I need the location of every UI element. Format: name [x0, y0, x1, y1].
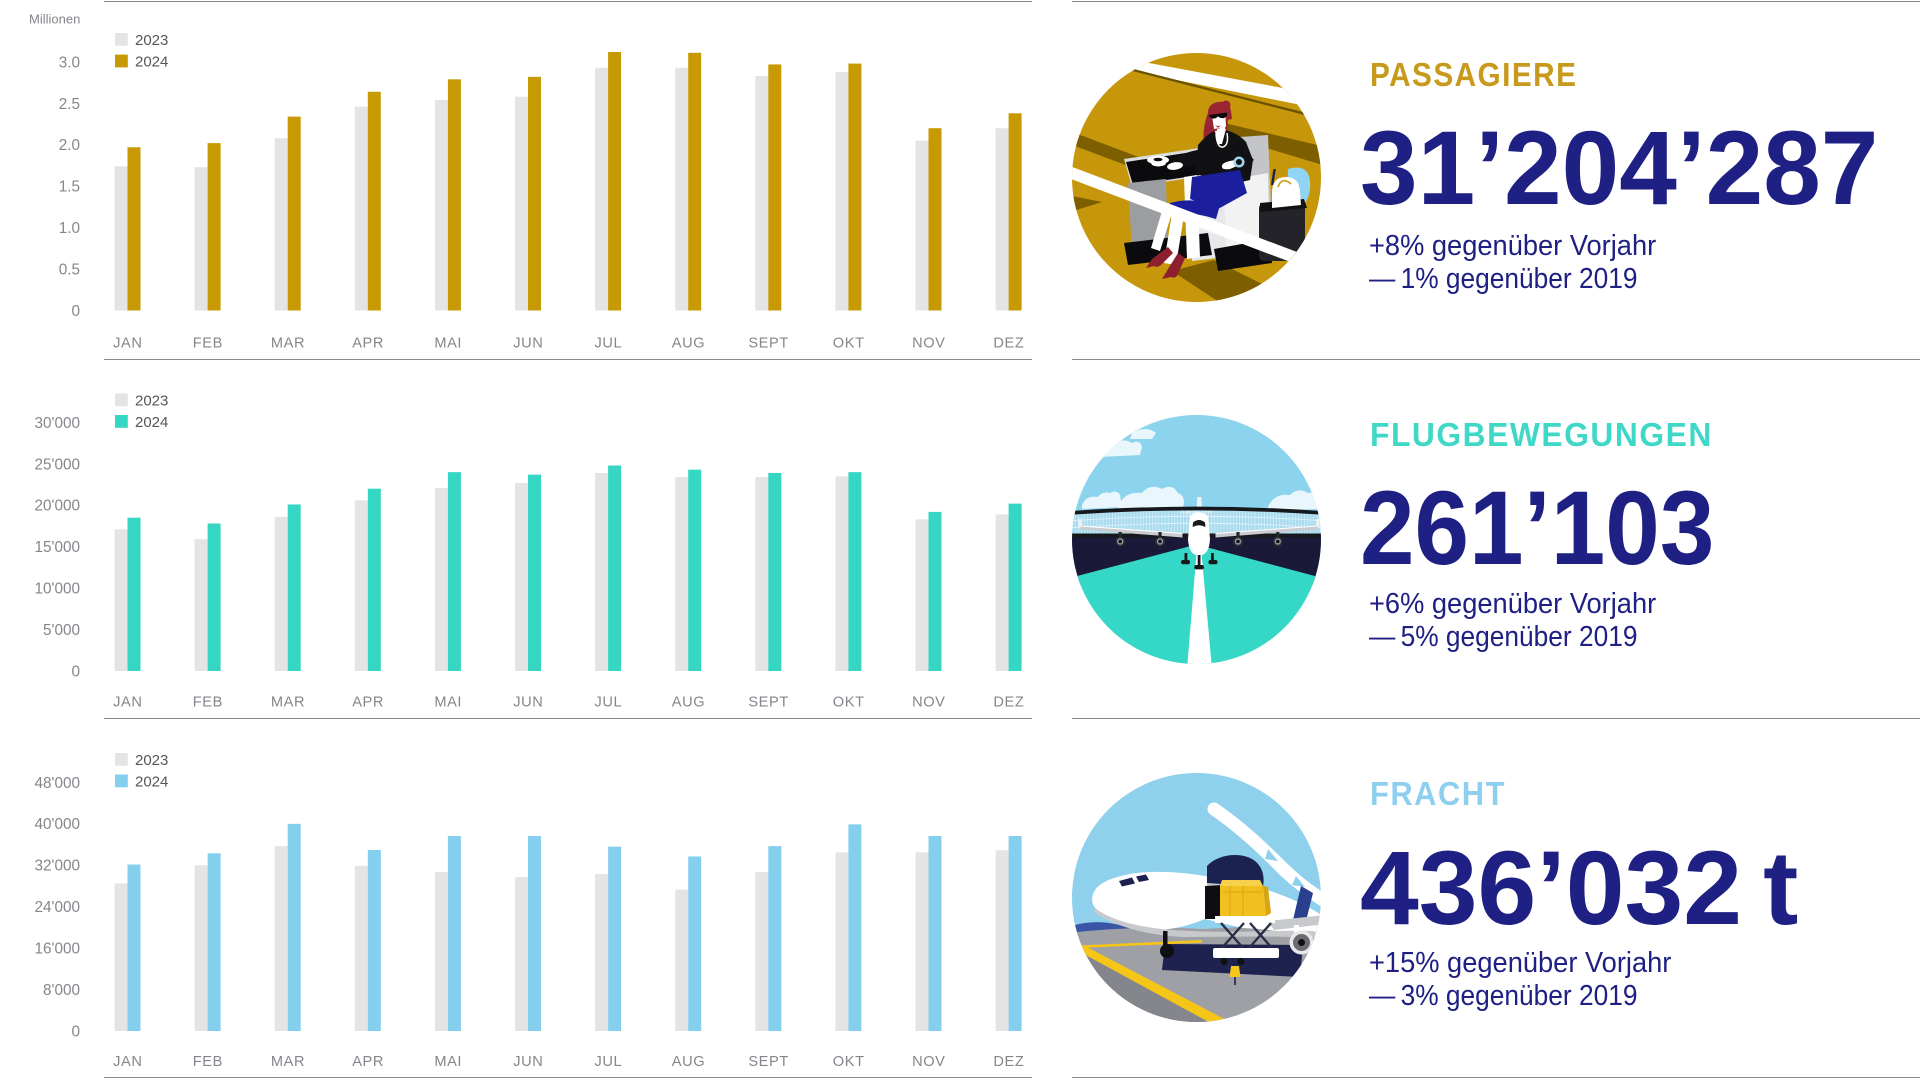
svg-text:MAI: MAI: [434, 1054, 462, 1070]
svg-text:2023: 2023: [135, 392, 168, 409]
svg-text:OKT: OKT: [833, 1054, 865, 1070]
svg-text:3.0: 3.0: [59, 54, 80, 71]
svg-text:FEB: FEB: [193, 695, 223, 711]
svg-text:SEPT: SEPT: [748, 336, 789, 352]
svg-text:0: 0: [71, 303, 80, 320]
svg-text:DEZ: DEZ: [993, 695, 1024, 711]
svg-text:15'000: 15'000: [35, 539, 80, 556]
svg-text:2024: 2024: [135, 773, 168, 790]
svg-text:JUN: JUN: [513, 1054, 543, 1070]
svg-text:30'000: 30'000: [35, 415, 80, 432]
svg-text:NOV: NOV: [912, 336, 945, 352]
svg-text:FEB: FEB: [193, 1054, 223, 1070]
svg-text:20'000: 20'000: [35, 498, 80, 515]
svg-text:8'000: 8'000: [43, 982, 80, 999]
svg-text:32'000: 32'000: [35, 858, 80, 875]
svg-text:48'000: 48'000: [35, 775, 80, 792]
svg-text:2.5: 2.5: [59, 96, 80, 113]
svg-text:1.5: 1.5: [59, 179, 80, 196]
svg-text:0.5: 0.5: [59, 261, 80, 278]
svg-text:FEB: FEB: [193, 336, 223, 352]
svg-text:JAN: JAN: [113, 1054, 142, 1070]
svg-text:2.0: 2.0: [59, 137, 80, 154]
svg-text:0: 0: [71, 1023, 80, 1040]
svg-text:1.0: 1.0: [59, 220, 80, 237]
svg-text:Millionen: Millionen: [29, 11, 80, 26]
svg-text:JAN: JAN: [113, 695, 142, 711]
svg-text:AUG: AUG: [672, 336, 705, 352]
svg-text:JUL: JUL: [595, 336, 623, 352]
svg-text:10'000: 10'000: [35, 581, 80, 598]
svg-text:JUL: JUL: [595, 695, 623, 711]
svg-text:OKT: OKT: [833, 695, 865, 711]
svg-text:NOV: NOV: [912, 695, 945, 711]
svg-text:AUG: AUG: [672, 1054, 705, 1070]
svg-text:40'000: 40'000: [35, 816, 80, 833]
svg-text:2023: 2023: [135, 752, 168, 769]
svg-text:JUN: JUN: [513, 695, 543, 711]
svg-text:2024: 2024: [135, 414, 168, 431]
svg-text:OKT: OKT: [833, 336, 865, 352]
svg-text:25'000: 25'000: [35, 456, 80, 473]
svg-text:0: 0: [71, 663, 80, 680]
svg-text:APR: APR: [352, 336, 384, 352]
svg-text:MAR: MAR: [271, 1054, 305, 1070]
svg-text:DEZ: DEZ: [993, 1054, 1024, 1070]
svg-text:MAI: MAI: [434, 336, 462, 352]
svg-text:16'000: 16'000: [35, 941, 80, 958]
svg-text:MAR: MAR: [271, 336, 305, 352]
svg-text:MAR: MAR: [271, 695, 305, 711]
svg-text:MAI: MAI: [434, 695, 462, 711]
svg-text:NOV: NOV: [912, 1054, 945, 1070]
svg-text:Flughafen Zürich: Flughafen Zürich: [1181, 510, 1213, 515]
svg-text:SEPT: SEPT: [748, 695, 789, 711]
svg-text:AUG: AUG: [672, 695, 705, 711]
svg-text:SEPT: SEPT: [748, 1054, 789, 1070]
svg-text:5'000: 5'000: [43, 622, 80, 639]
svg-text:DEZ: DEZ: [993, 336, 1024, 352]
svg-text:2024: 2024: [135, 53, 168, 70]
svg-text:APR: APR: [352, 1054, 384, 1070]
svg-text:24'000: 24'000: [35, 899, 80, 916]
svg-text:APR: APR: [352, 695, 384, 711]
svg-text:JUN: JUN: [513, 336, 543, 352]
svg-text:JUL: JUL: [595, 1054, 623, 1070]
svg-text:JAN: JAN: [113, 336, 142, 352]
svg-text:2023: 2023: [135, 32, 168, 49]
